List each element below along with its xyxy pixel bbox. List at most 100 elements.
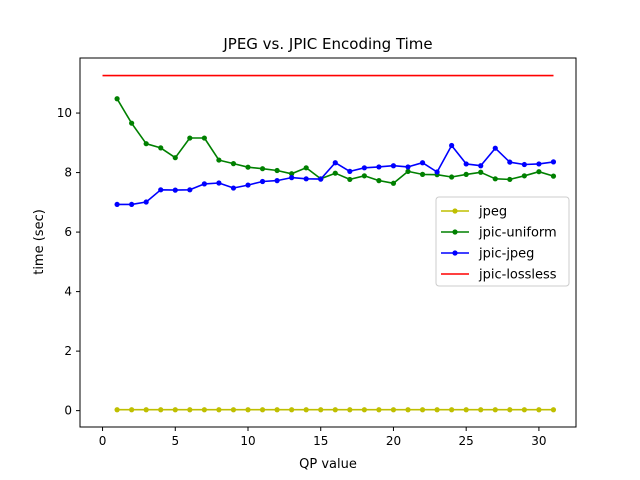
x-tick-label: 20 [386, 434, 401, 448]
data-point-jpeg [419, 407, 426, 413]
data-point-jpic-uniform [507, 176, 513, 183]
data-point-jpeg [303, 407, 309, 413]
y-tick-label: 10 [57, 106, 72, 120]
x-axis-ticks: 0 5 10 15 20 25 30 [99, 427, 547, 448]
data-point-jpic-uniform [332, 170, 338, 176]
y-tick-label: 4 [64, 285, 72, 299]
data-point-jpeg [434, 407, 440, 413]
data-point-jpic-jpeg [216, 180, 222, 186]
data-point-jpeg [245, 407, 251, 413]
data-point-jpic-uniform [463, 171, 469, 177]
data-point-jpic-jpeg [187, 187, 193, 193]
data-point-jpic-jpeg [318, 176, 324, 182]
data-point-jpeg [158, 407, 164, 413]
plot-area [79, 57, 577, 428]
data-point-jpic-uniform [492, 176, 498, 182]
x-tick-label: 0 [99, 434, 107, 448]
data-point-jpic-jpeg [245, 182, 251, 188]
data-point-jpeg [187, 407, 193, 413]
data-point-jpeg [449, 407, 455, 413]
data-point-jpic-uniform [129, 120, 135, 126]
data-point-jpic-jpeg [521, 161, 527, 168]
data-point-jpeg [259, 407, 266, 413]
legend-marker [452, 250, 458, 256]
data-point-jpic-jpeg [114, 201, 120, 208]
data-point-jpeg [405, 407, 411, 413]
data-point-jpeg [143, 407, 149, 413]
data-point-jpic-uniform [245, 164, 251, 170]
data-point-jpeg [332, 407, 338, 413]
data-point-jpeg [289, 407, 295, 413]
data-point-jpeg [347, 407, 353, 413]
data-point-jpic-uniform [216, 157, 222, 163]
data-point-jpeg [216, 407, 222, 413]
data-point-jpic-uniform [303, 165, 309, 171]
data-point-jpic-uniform [449, 174, 455, 180]
legend-item-jpic-jpeg: jpic-jpeg [441, 247, 534, 262]
legend: jpeg jpic-uniform jpic-jpeg jpic-lossless [435, 196, 570, 287]
data-point-jpic-jpeg [230, 185, 237, 191]
data-point-jpic-uniform [376, 178, 382, 184]
data-point-jpic-uniform [158, 145, 164, 151]
x-tick-label: 10 [240, 434, 255, 448]
data-point-jpeg [463, 407, 469, 413]
data-point-jpic-uniform [521, 173, 527, 179]
x-axis-label: QP value [299, 457, 357, 472]
data-point-jpeg [376, 407, 382, 413]
legend-label: jpic-uniform [478, 226, 557, 241]
data-point-jpeg [318, 407, 324, 413]
x-tick-label: 30 [531, 434, 546, 448]
legend-item-jpic-lossless: jpic-lossless [441, 268, 557, 283]
series-jpeg [114, 407, 557, 413]
data-point-jpeg [550, 407, 557, 413]
data-point-jpic-uniform [230, 161, 237, 167]
data-point-jpic-jpeg [405, 164, 411, 170]
data-point-jpic-uniform [274, 167, 280, 174]
legend-marker [452, 229, 458, 235]
data-point-jpic-jpeg [143, 199, 149, 205]
data-point-jpic-uniform [550, 173, 557, 179]
data-point-jpic-uniform [172, 155, 178, 161]
data-point-jpic-jpeg [259, 178, 266, 185]
axes-frame [79, 57, 577, 428]
data-point-jpic-jpeg [507, 159, 513, 165]
data-point-jpic-uniform [478, 169, 484, 175]
data-point-jpeg [230, 407, 237, 413]
data-point-jpeg [507, 407, 513, 413]
y-axis-ticks: 0 2 4 6 8 10 [57, 106, 80, 418]
data-point-jpeg [521, 407, 527, 413]
data-point-jpeg [492, 407, 498, 413]
data-point-jpic-uniform [143, 141, 149, 147]
data-point-jpic-jpeg [536, 161, 542, 167]
data-point-jpic-jpeg [390, 163, 397, 169]
y-tick-label: 8 [64, 166, 72, 180]
data-point-jpic-jpeg [478, 163, 484, 169]
data-point-jpic-uniform [187, 135, 193, 141]
data-point-jpic-jpeg [274, 178, 280, 184]
y-tick-label: 0 [64, 404, 72, 418]
y-tick-label: 6 [64, 225, 72, 239]
series-layer [102, 74, 557, 413]
data-point-jpeg [390, 407, 397, 413]
y-tick-label: 2 [64, 344, 72, 358]
data-point-jpic-jpeg [361, 165, 367, 171]
data-point-jpic-uniform [390, 180, 397, 186]
data-point-jpeg [129, 407, 135, 413]
legend-entries: jpeg jpic-uniform jpic-jpeg jpic-lossless [441, 205, 557, 283]
legend-label: jpic-lossless [478, 268, 557, 283]
data-point-jpic-jpeg [201, 181, 207, 187]
data-point-jpic-jpeg [419, 160, 426, 166]
x-tick-label: 25 [459, 434, 474, 448]
data-point-jpeg [172, 407, 178, 413]
data-point-jpic-uniform [114, 96, 120, 102]
series-jpic-jpeg [114, 142, 557, 208]
series-jpic-uniform [114, 96, 557, 186]
legend-box [435, 196, 570, 287]
legend-label: jpic-jpeg [478, 247, 534, 262]
legend-label: jpeg [478, 205, 507, 220]
data-point-jpeg [361, 407, 367, 413]
data-point-jpic-uniform [536, 169, 542, 175]
data-point-jpeg [536, 407, 542, 413]
data-point-jpic-uniform [361, 173, 367, 179]
